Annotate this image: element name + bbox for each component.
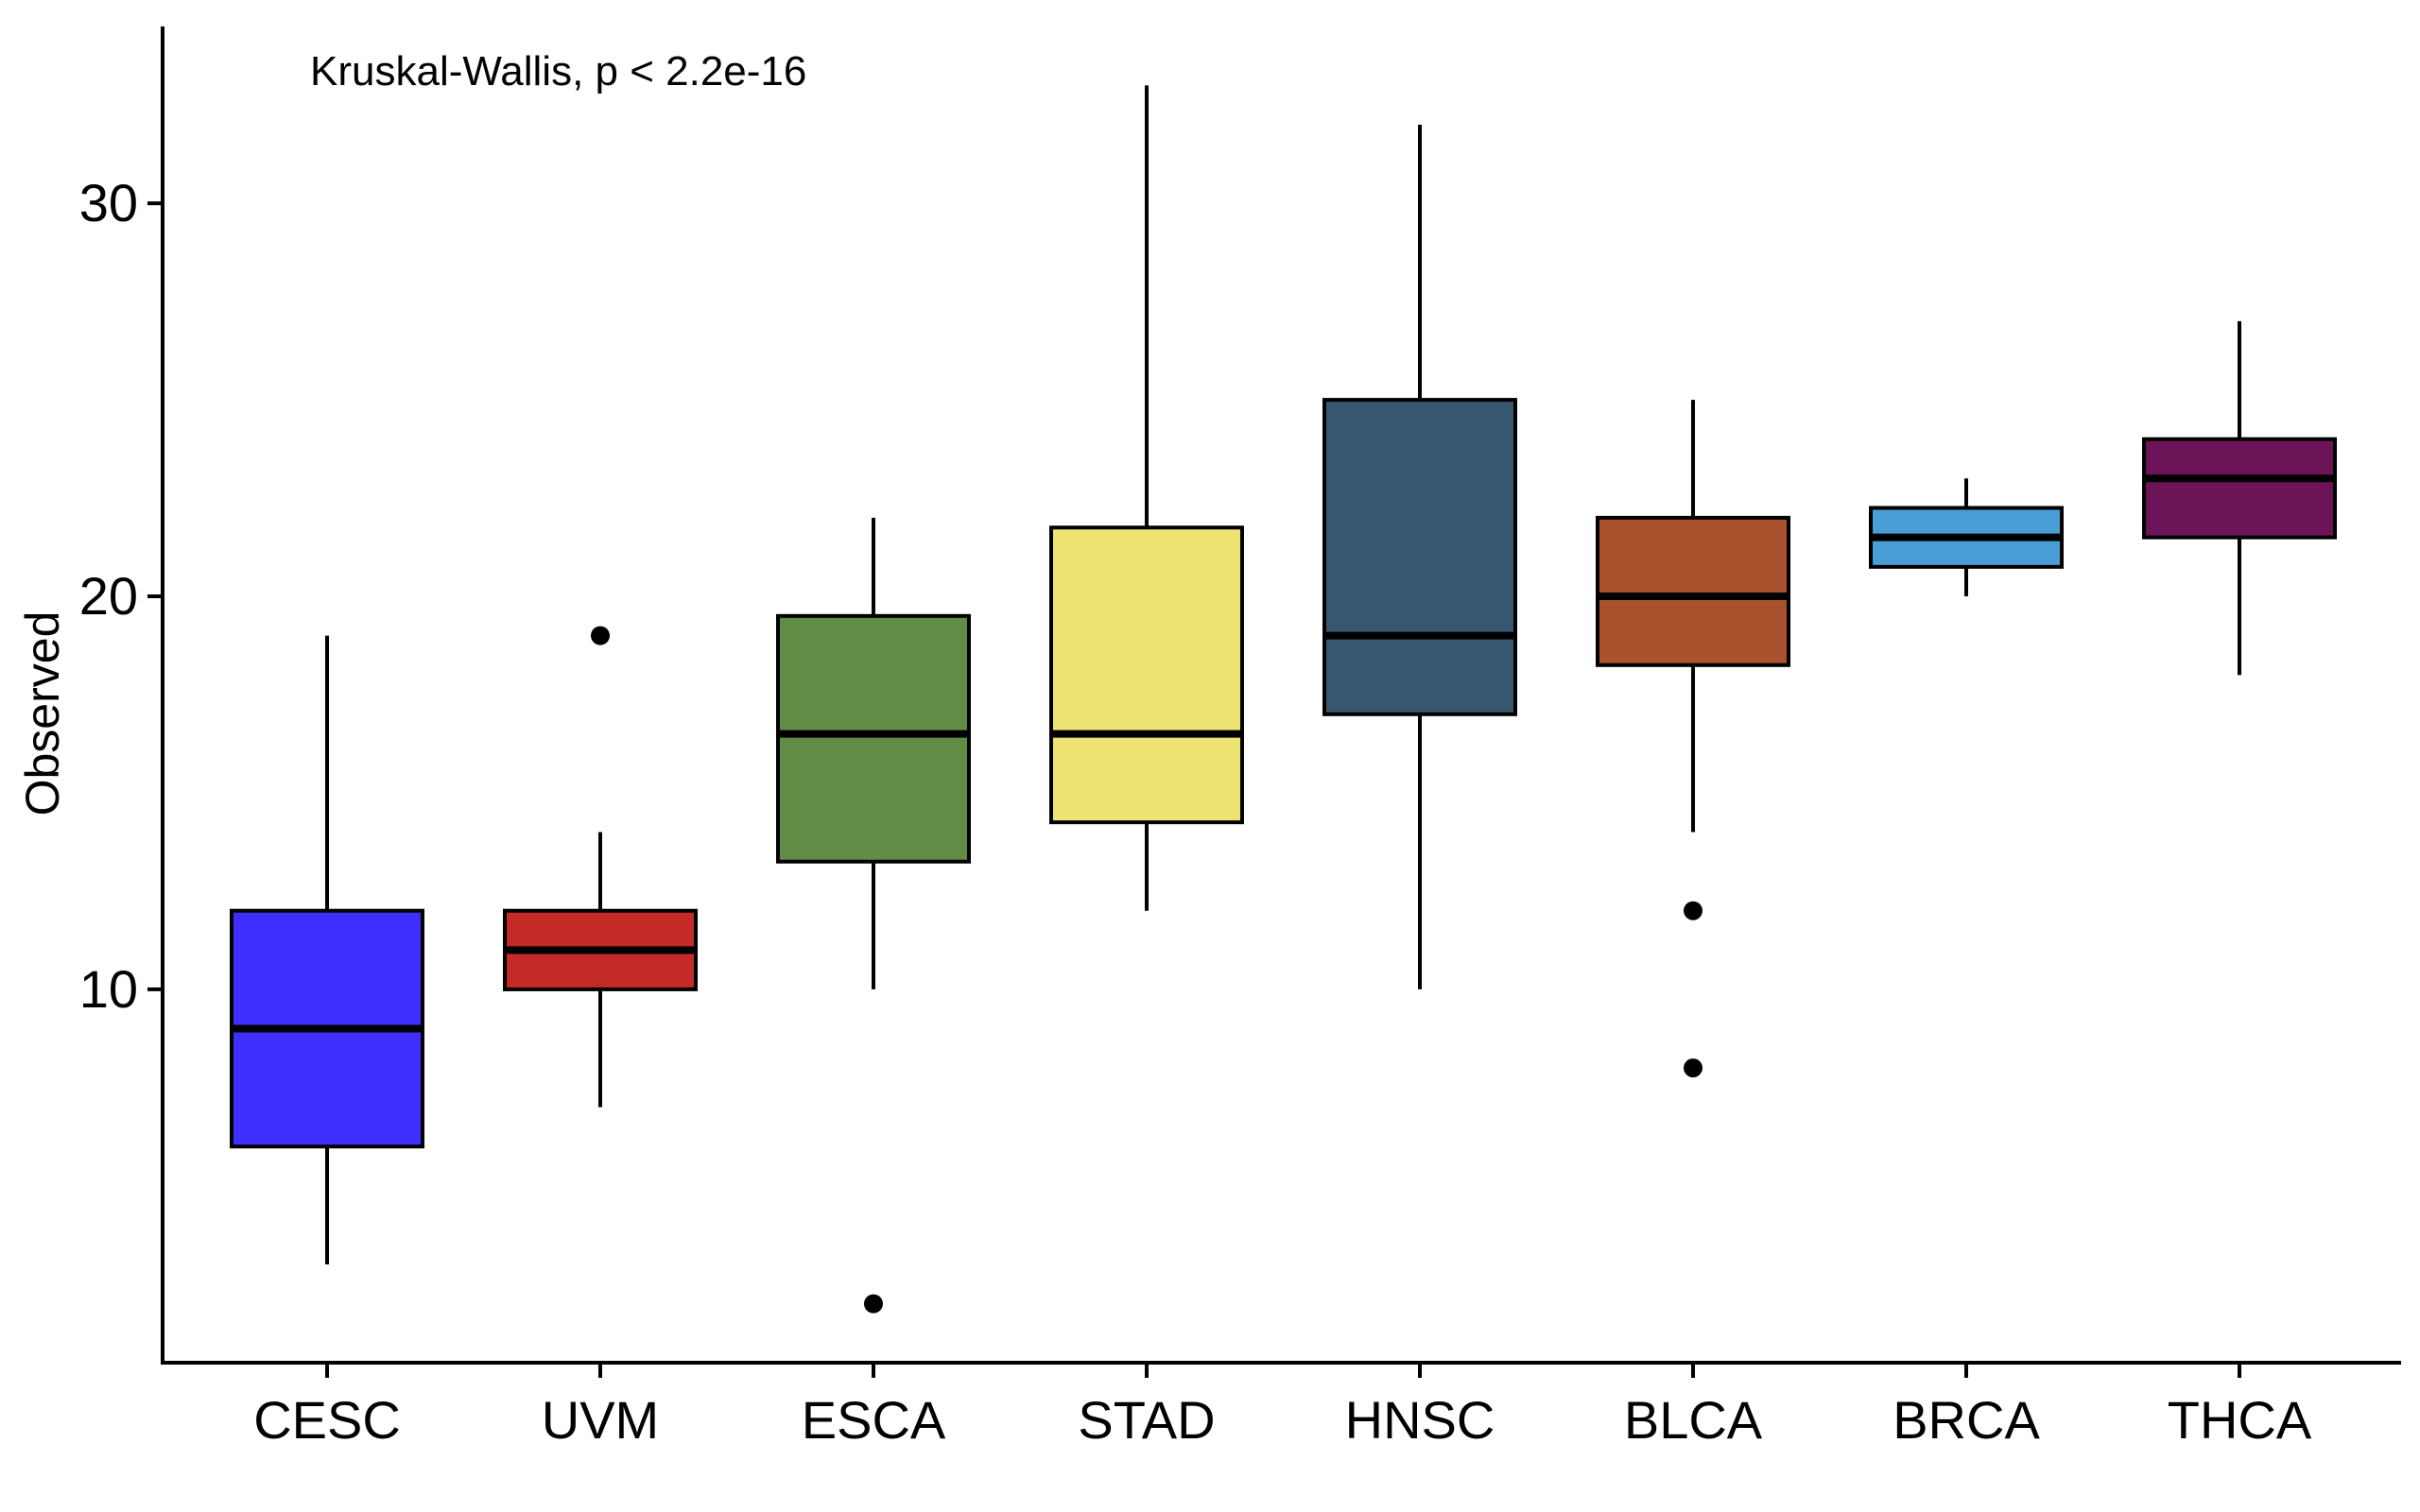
x-tick-label: THCA <box>2168 1390 2312 1450</box>
outlier-point <box>1684 901 1703 920</box>
box-iqr <box>2142 437 2337 540</box>
box-esca <box>776 517 971 1314</box>
y-tick-label: 30 <box>79 173 138 232</box>
box-brca <box>1869 478 2064 597</box>
x-tick-label: ESCA <box>802 1390 946 1450</box>
x-axis-ticks: CESC UVM ESCA STAD HNSC BLCA BRCA THCA <box>253 1363 2312 1450</box>
x-tick-label: STAD <box>1078 1390 1215 1450</box>
box-uvm <box>503 626 698 1108</box>
y-axis-ticks: 10 20 30 <box>79 173 163 1019</box>
box-cesc <box>230 635 424 1265</box>
box-hnsc <box>1322 124 1517 989</box>
kruskal-wallis-annotation: Kruskal-Wallis, p < 2.2e-16 <box>310 48 806 94</box>
y-tick-label: 20 <box>79 566 138 626</box>
y-axis-title: Observed <box>16 611 69 816</box>
outlier-point <box>591 626 610 645</box>
y-tick-label: 10 <box>79 959 138 1019</box>
box-thca <box>2142 320 2337 676</box>
outlier-point <box>1684 1058 1703 1078</box>
x-tick-label: HNSC <box>1345 1390 1495 1450</box>
x-tick-label: UVM <box>542 1390 659 1450</box>
x-tick-label: BLCA <box>1624 1390 1763 1450</box>
box-iqr <box>1322 398 1517 716</box>
box-iqr <box>776 613 971 864</box>
box-iqr <box>1596 515 1790 667</box>
plot-area <box>230 85 2337 1314</box>
box-stad <box>1049 85 1244 911</box>
x-tick-label: CESC <box>253 1390 401 1450</box>
outlier-point <box>864 1294 883 1314</box>
box-blca <box>1596 400 1790 1078</box>
box-iqr <box>1049 525 1244 825</box>
x-tick-label: BRCA <box>1893 1390 2040 1450</box>
